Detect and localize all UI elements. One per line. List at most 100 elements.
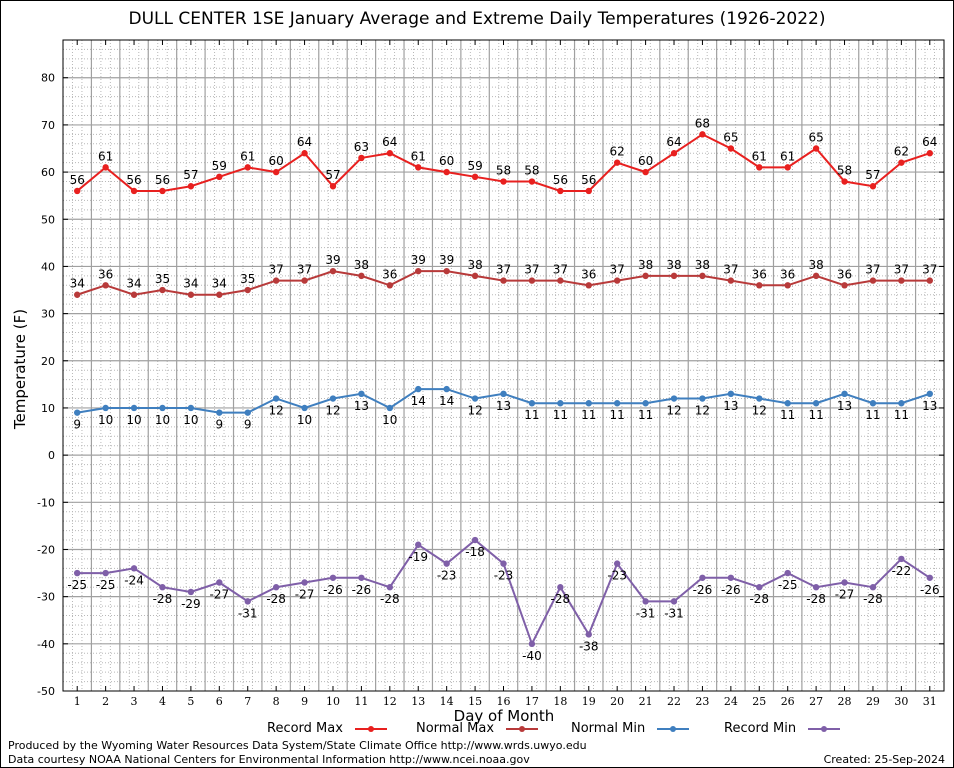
- data-label: -26: [920, 583, 940, 597]
- data-point: [358, 272, 365, 280]
- x-tick-label: 4: [159, 695, 166, 708]
- data-point: [841, 282, 848, 289]
- data-point: [699, 131, 706, 138]
- data-label: 9: [215, 418, 223, 432]
- data-point: [898, 277, 905, 284]
- data-point: [216, 409, 223, 416]
- x-tick-label: 23: [695, 695, 709, 708]
- data-point: [159, 404, 166, 412]
- x-tick-label: 21: [639, 695, 653, 708]
- data-point: [102, 404, 109, 412]
- x-axis-label: Day of Month: [453, 707, 555, 725]
- data-label: 12: [752, 404, 767, 418]
- data-label: 58: [837, 164, 852, 178]
- data-label: 36: [98, 267, 113, 281]
- data-point: [301, 404, 308, 412]
- y-tick-label: 20: [41, 355, 55, 368]
- data-point: [74, 409, 81, 416]
- data-point: [756, 282, 763, 289]
- data-point: [500, 560, 507, 567]
- data-point: [869, 183, 877, 190]
- data-label: 37: [865, 263, 880, 277]
- data-point: [187, 404, 195, 412]
- data-label: -25: [778, 578, 798, 592]
- data-label: 56: [70, 173, 85, 187]
- chart-title: DULL CENTER 1SE January Average and Extr…: [128, 9, 826, 29]
- data-label: 39: [411, 253, 426, 267]
- data-point: [386, 282, 394, 289]
- data-label: 38: [354, 258, 369, 272]
- data-point: [756, 584, 763, 591]
- data-label: 12: [666, 404, 681, 418]
- data-label: 38: [808, 258, 823, 272]
- data-point: [443, 168, 450, 176]
- data-label: -28: [749, 592, 769, 606]
- data-point: [642, 272, 649, 280]
- data-point: [756, 395, 763, 402]
- data-label: 38: [638, 258, 653, 272]
- data-label: 61: [780, 149, 795, 163]
- series-normal-max: 34 36 34 35 34 34 35 37 37 39 38 36 39 39 38 37 37 37 36 37…: [70, 253, 937, 298]
- legend-swatch: [506, 725, 539, 732]
- x-tick-label: 25: [752, 695, 766, 708]
- data-label: 36: [382, 267, 397, 281]
- legend-label: Record Min: [724, 721, 797, 736]
- plot-area: [63, 40, 944, 691]
- data-label: 35: [155, 272, 170, 286]
- data-label: 60: [638, 154, 653, 168]
- x-tick-label: 22: [667, 695, 681, 708]
- data-label: -18: [465, 545, 485, 559]
- x-tick-label: 5: [187, 695, 194, 708]
- series-normal-min: 9 10 10 10 10 9 9 12 10 12 13 10 14 14 12 13 11 11 11 11 11 1…: [73, 385, 937, 432]
- data-point: [74, 569, 81, 577]
- legend-label: Record Max: [267, 721, 343, 736]
- data-label: 35: [240, 272, 255, 286]
- data-label: 34: [212, 277, 227, 291]
- data-point: [841, 178, 848, 185]
- data-point: [415, 267, 422, 275]
- data-point: [613, 560, 621, 567]
- y-tick-label: 10: [41, 402, 55, 415]
- data-point: [301, 150, 308, 157]
- data-label: 57: [183, 168, 198, 182]
- data-label: -24: [124, 573, 144, 587]
- data-point: [74, 187, 81, 195]
- grid: [63, 40, 944, 691]
- data-label: -22: [892, 564, 912, 578]
- data-label: 37: [524, 263, 539, 277]
- data-point: [670, 395, 678, 402]
- data-label: 10: [126, 413, 141, 427]
- data-label: 36: [780, 267, 795, 281]
- data-label: 36: [581, 267, 596, 281]
- data-label: 11: [553, 408, 568, 422]
- data-point: [244, 164, 251, 171]
- data-label: 10: [297, 413, 312, 427]
- data-point: [841, 579, 848, 586]
- data-point: [415, 385, 422, 393]
- data-label: 60: [269, 154, 284, 168]
- data-point: [926, 277, 933, 284]
- x-tick-label: 16: [497, 695, 511, 708]
- data-label: 11: [865, 408, 880, 422]
- data-point: [102, 282, 109, 289]
- data-point: [699, 574, 706, 581]
- data-point: [613, 277, 621, 284]
- data-point: [727, 145, 735, 152]
- data-label: 63: [354, 140, 369, 154]
- data-point: [358, 574, 365, 581]
- legend-swatch: [355, 725, 388, 732]
- data-label: -26: [693, 583, 713, 597]
- data-label: -26: [721, 583, 741, 597]
- data-label: 37: [922, 263, 937, 277]
- data-label: 37: [894, 263, 909, 277]
- data-label: 10: [98, 413, 113, 427]
- y-tick-label: -20: [37, 543, 55, 556]
- data-label: -27: [295, 588, 315, 602]
- data-point: [329, 183, 337, 190]
- data-point: [585, 282, 592, 289]
- data-label: -31: [664, 606, 684, 620]
- data-point: [159, 286, 166, 294]
- data-label: 34: [183, 277, 198, 291]
- data-label: 61: [752, 149, 767, 163]
